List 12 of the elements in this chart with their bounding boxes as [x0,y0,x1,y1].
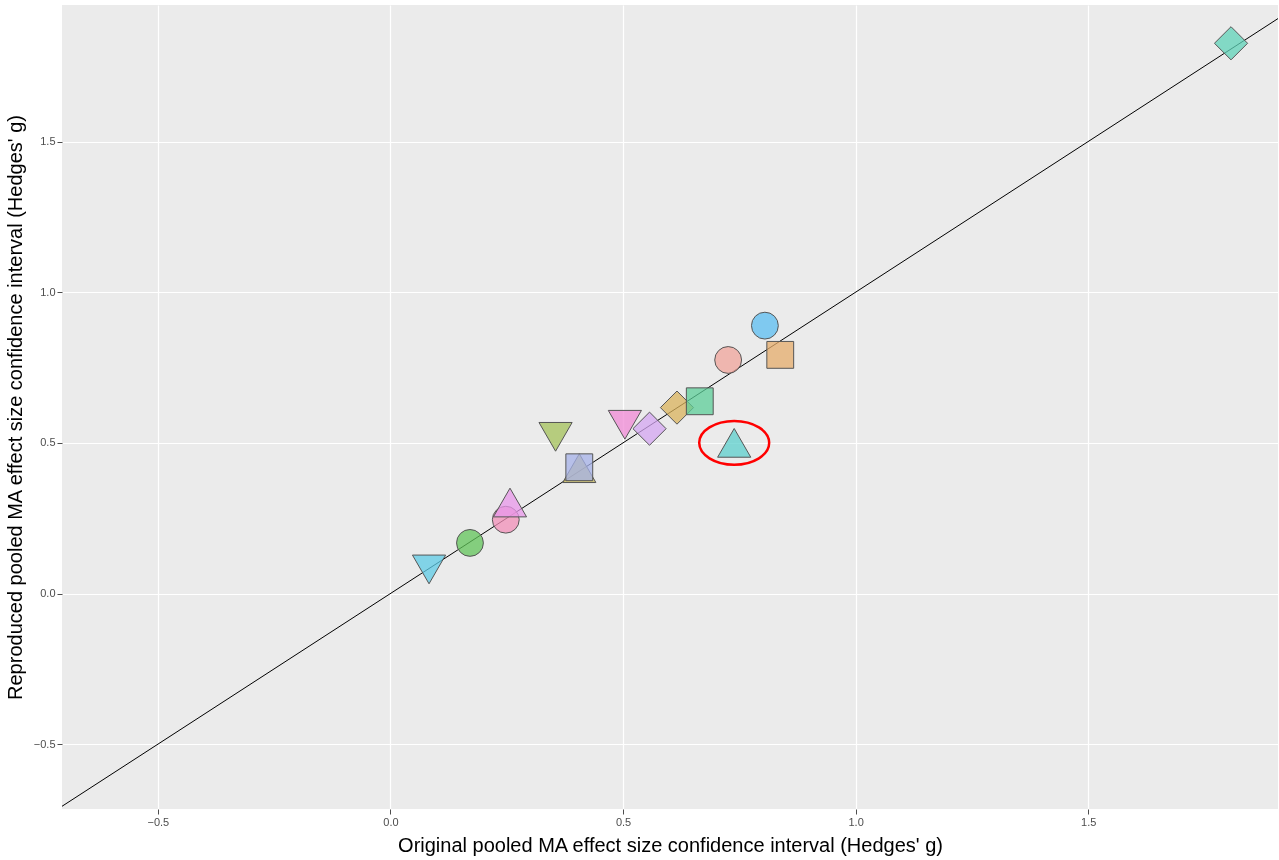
x-tick-label: 0.0 [383,815,399,828]
y-tick-label: −0.5 [33,737,56,750]
y-tick-label: 0.0 [40,587,56,600]
x-tick-label: 0.5 [615,815,632,828]
x-axis-title: Original pooled MA effect size confidence interval (Hedges' g) [398,833,943,856]
y-tick-label: 1.5 [40,135,56,148]
y-tick-label: 0.5 [40,436,56,449]
y-tick-label: 1.0 [40,285,56,298]
x-tick-label: −0.5 [147,815,170,828]
y-axis-title: Reproduced pooled MA effect size confidence interval (Hedges' g) [3,115,26,700]
x-tick-label: 1.5 [1081,815,1097,828]
x-tick-label: 1.0 [848,815,864,828]
